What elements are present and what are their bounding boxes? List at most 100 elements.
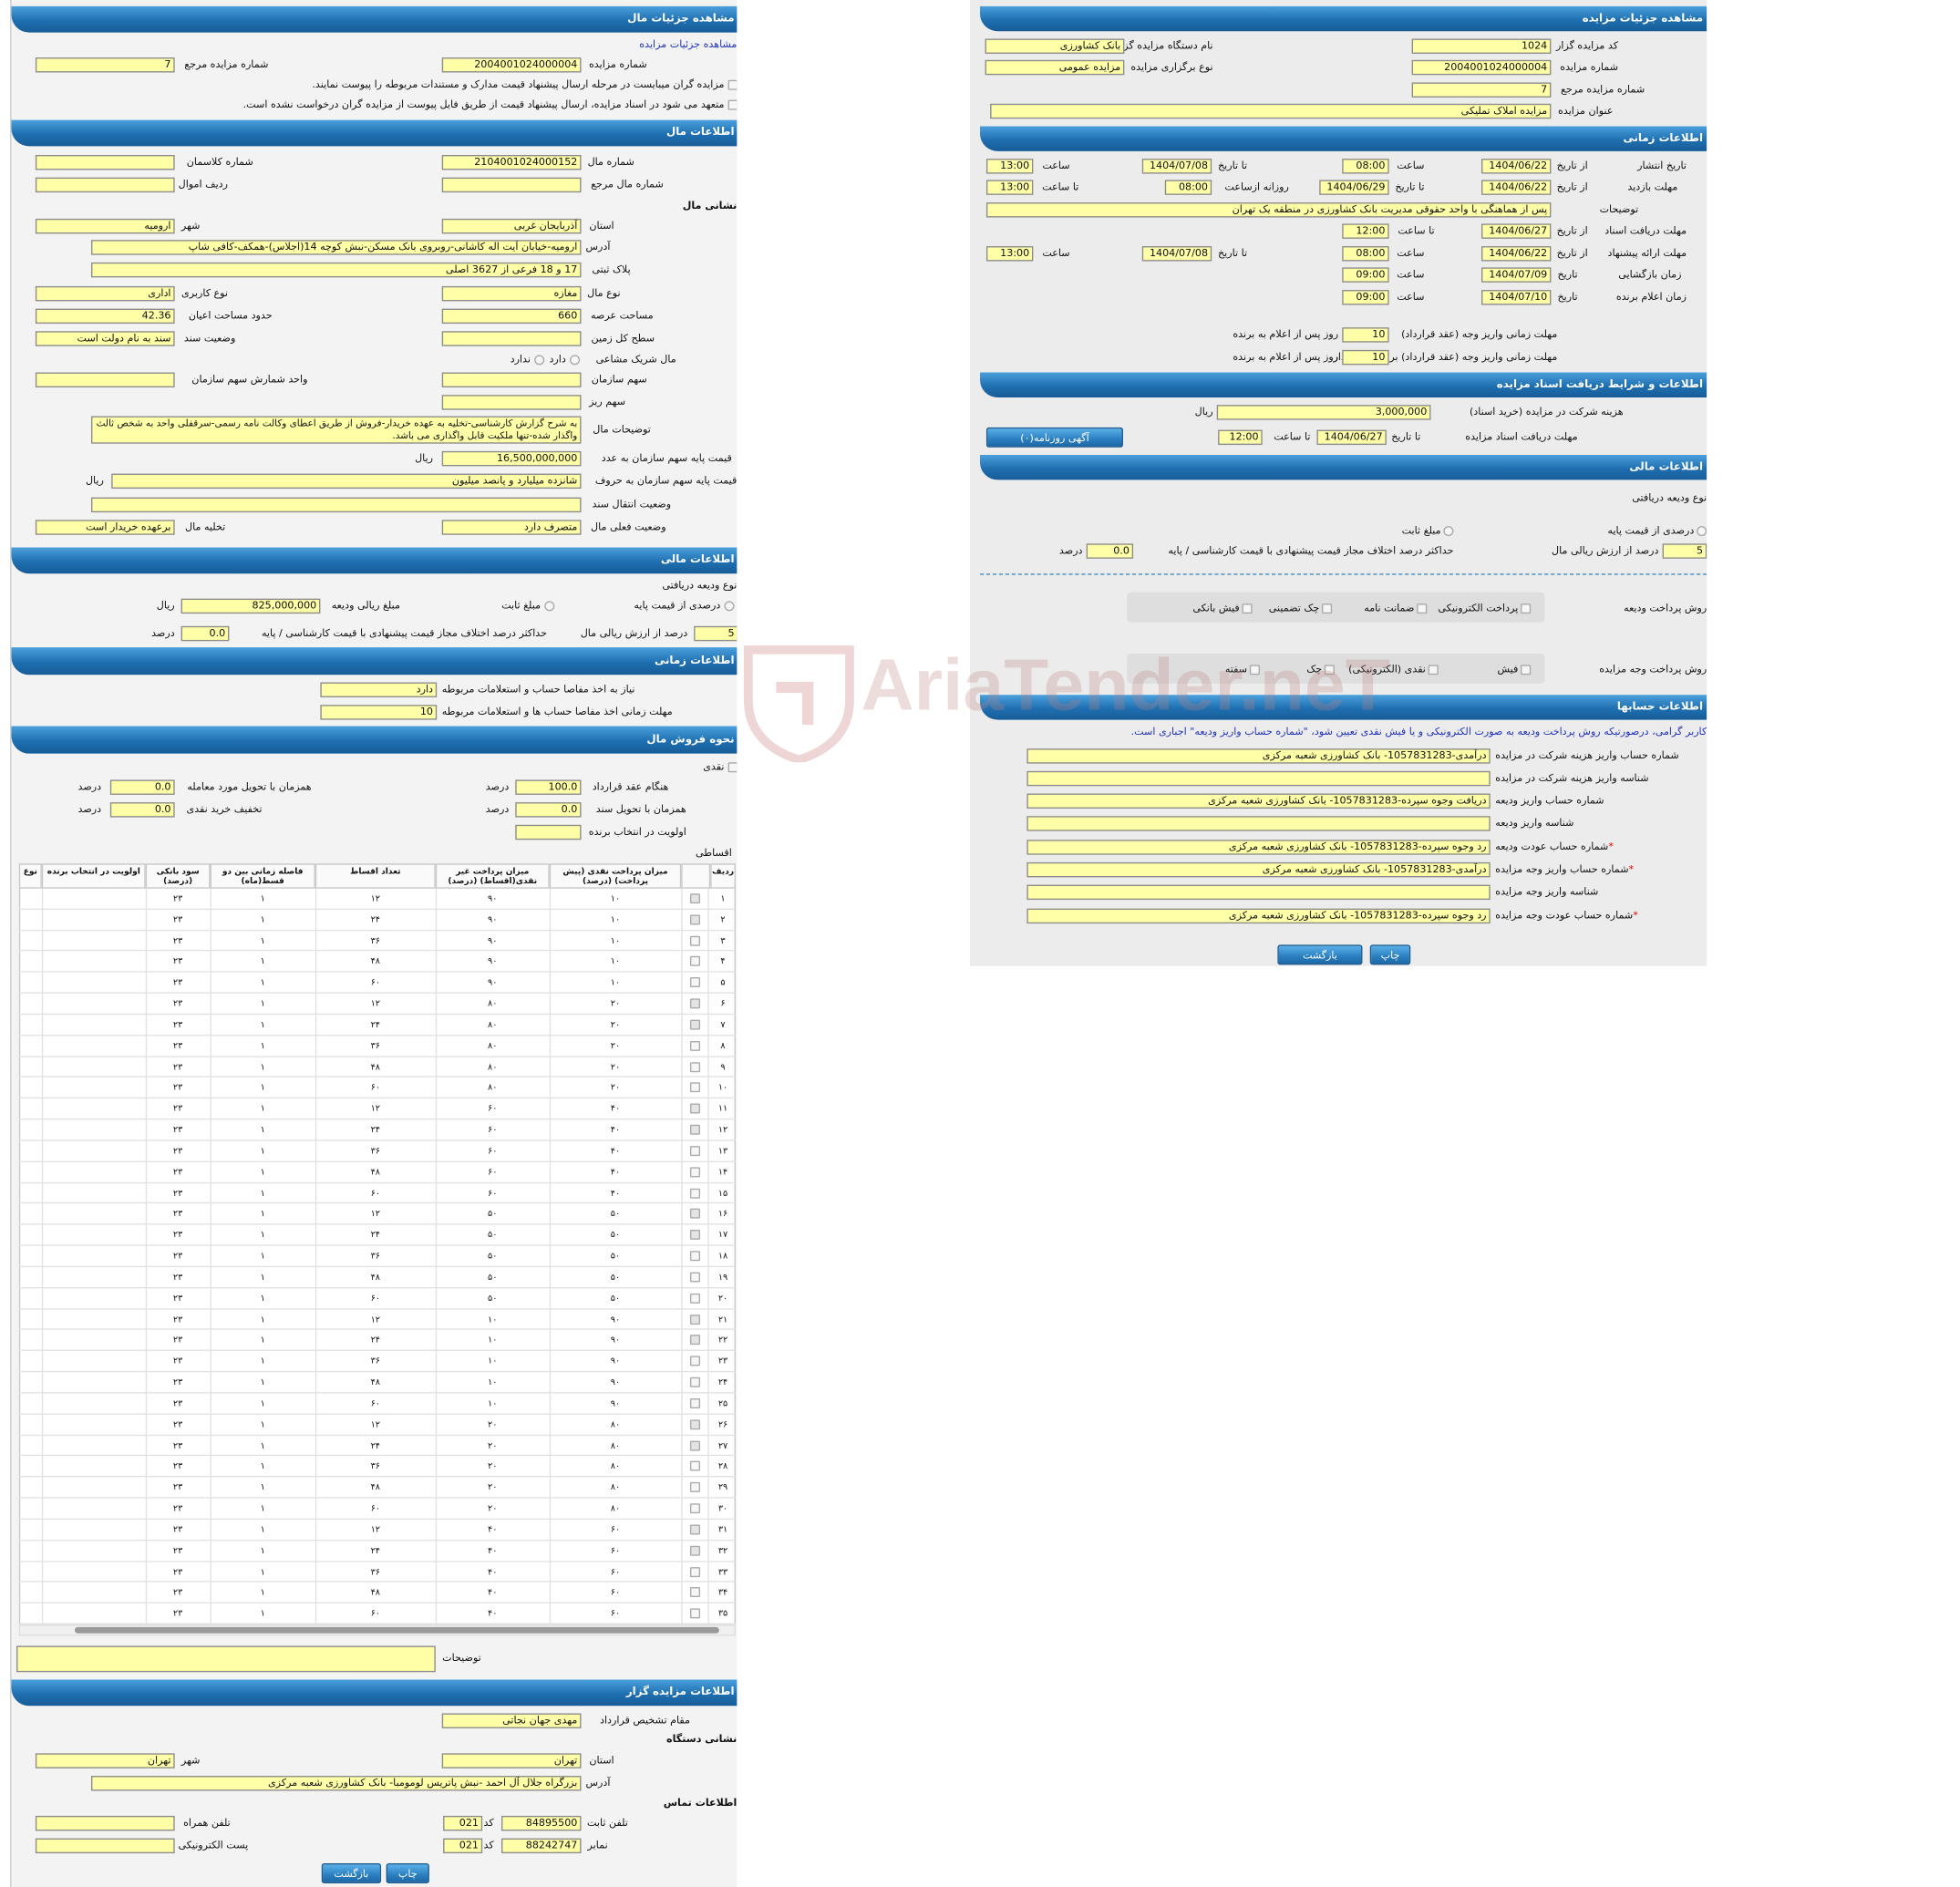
table-cell: ۹۰ xyxy=(610,1377,621,1387)
table-cell: ۴۸ xyxy=(370,1482,381,1493)
table-row xyxy=(18,1436,736,1457)
checkbox xyxy=(689,1524,701,1535)
field-value: تهران xyxy=(441,1753,582,1768)
field-value: درآمدی-1057831283- بانک کشاورزی شعبه مرک… xyxy=(1026,861,1491,878)
table-cell: ۱ xyxy=(260,1124,265,1135)
table-cell: ۹۰ xyxy=(488,893,498,904)
group-title: نشانی دستگاه xyxy=(666,1733,738,1745)
empty-field xyxy=(35,1838,175,1854)
table-cell: ۱ xyxy=(260,935,265,946)
required-mark: * xyxy=(1628,863,1635,875)
table-cell: ۱۲ xyxy=(370,893,381,904)
table-cell: ۲۳ xyxy=(172,1314,183,1325)
field-value: مزایده املاک تملیکی xyxy=(990,103,1552,119)
table-cell: ۱۳ xyxy=(717,1146,728,1157)
option-label: مبلغ ثابت xyxy=(501,600,542,612)
table-row xyxy=(18,910,736,931)
table-cell: ۱ xyxy=(720,893,726,904)
field-label: ردیف اموال xyxy=(178,179,229,191)
separator xyxy=(980,573,1707,575)
table-cell: ۳۵ xyxy=(717,1608,728,1619)
table-cell: ۱۲ xyxy=(370,1418,381,1429)
table-cell: ۲۰ xyxy=(610,1061,621,1072)
checkbox xyxy=(689,1566,701,1577)
table-row xyxy=(18,1204,736,1225)
field-label: تلفن همراه xyxy=(183,1817,231,1829)
table-cell: ۴۸ xyxy=(370,1272,381,1283)
field-label: شماره مال مرجع xyxy=(591,179,664,191)
table-cell: ۲۴ xyxy=(370,1019,381,1030)
checkbox xyxy=(689,1188,701,1199)
table-cell: ۲۳ xyxy=(172,1335,183,1346)
button[interactable]: بازگشت xyxy=(321,1863,382,1883)
table-cell: ۳۶ xyxy=(370,935,381,946)
field-label: مهلت زمانی اخذ مفاصا حساب ها و استعلامات… xyxy=(442,705,673,719)
table-cell: ۳۰ xyxy=(717,1503,728,1514)
empty-field xyxy=(16,1645,436,1672)
field-value: 13:00 xyxy=(985,180,1034,195)
table-cell: ۱۱ xyxy=(717,1103,728,1114)
checkbox xyxy=(689,1103,701,1114)
table-cell: ۲۳ xyxy=(172,998,183,1009)
table-cell: ۱ xyxy=(260,1587,265,1598)
button[interactable]: چاپ xyxy=(386,1863,429,1883)
table-cell: ۸۰ xyxy=(610,1418,621,1429)
field-label: تلفن ثابت xyxy=(587,1817,628,1829)
button[interactable]: بازگشت xyxy=(1277,944,1363,965)
field-label: تا ساعت xyxy=(1274,430,1311,443)
option-label: پرداخت الکترونیکی xyxy=(1438,602,1519,614)
table-cell: ۲۰ xyxy=(717,1293,728,1304)
field-value: 1404/06/22 xyxy=(1481,246,1552,262)
field-label: پست الکترونیکی xyxy=(178,1839,249,1851)
checkbox xyxy=(1324,665,1335,675)
table-header xyxy=(681,863,711,889)
field-label: همزمان با تحویل مورد معامله xyxy=(187,780,312,793)
field-label: شهر xyxy=(181,1754,201,1767)
table-cell: ۹۰ xyxy=(610,1397,621,1408)
field-label: مبلغ ریالی ودیعه xyxy=(331,600,400,612)
section-header: اطلاعات زمانی xyxy=(980,126,1707,151)
empty-field xyxy=(441,395,582,410)
table-row xyxy=(18,994,736,1016)
table-cell: ۹۰ xyxy=(610,1314,621,1325)
table-cell: ۱ xyxy=(260,1251,265,1262)
field-label: درصد xyxy=(485,803,510,815)
button[interactable]: چاپ xyxy=(1369,944,1411,965)
field-value: 1404/06/27 xyxy=(1481,223,1552,239)
table-cell: ۳۴ xyxy=(717,1587,728,1598)
group-title: نشانی مال xyxy=(682,200,738,211)
watermark: AriaTender.neT xyxy=(861,644,1390,727)
section-header: نحوه فروش مال xyxy=(11,726,738,754)
button[interactable]: آگهی روزنامه(۰) xyxy=(985,427,1123,448)
checkbox xyxy=(689,1503,701,1514)
table-cell: ۱۲ xyxy=(370,1524,381,1535)
field-label: آدرس xyxy=(585,1777,611,1789)
table-cell: ۱۲ xyxy=(370,1103,381,1114)
field-value: مهدی جهان نجاتی xyxy=(441,1713,582,1728)
table-cell: ۹۰ xyxy=(488,935,498,946)
table-cell: ۱ xyxy=(260,1272,265,1283)
table-row xyxy=(18,1078,736,1099)
field-value: ارومیه xyxy=(35,218,175,234)
checkbox xyxy=(689,1167,701,1178)
option-label: نقدی xyxy=(703,760,725,773)
field-label: تا تاریخ xyxy=(1217,247,1248,259)
column-line xyxy=(549,888,552,1625)
table-cell: ۲۳ xyxy=(172,1587,183,1598)
field-value: 13:00 xyxy=(985,246,1034,262)
table-cell: ۲۳ xyxy=(172,1188,183,1199)
field-value: 1404/07/08 xyxy=(1141,246,1212,262)
table-row xyxy=(18,1225,736,1246)
table-cell: ۵۰ xyxy=(610,1251,621,1262)
option-label: دارد xyxy=(549,353,566,366)
table-cell: ۲۸ xyxy=(717,1461,728,1472)
checkbox xyxy=(1417,603,1428,614)
field-label: نوع برگزاری مزایده xyxy=(1130,61,1213,73)
table-cell: ۲۴ xyxy=(370,1124,381,1135)
table-cell: ۱ xyxy=(260,1293,265,1304)
table-cell: ۴۸ xyxy=(370,956,381,967)
table-cell: ۸۰ xyxy=(488,998,498,1009)
table-cell: ۱ xyxy=(260,1397,265,1408)
checkbox xyxy=(689,1482,701,1493)
table-cell: ۱ xyxy=(260,1440,265,1451)
